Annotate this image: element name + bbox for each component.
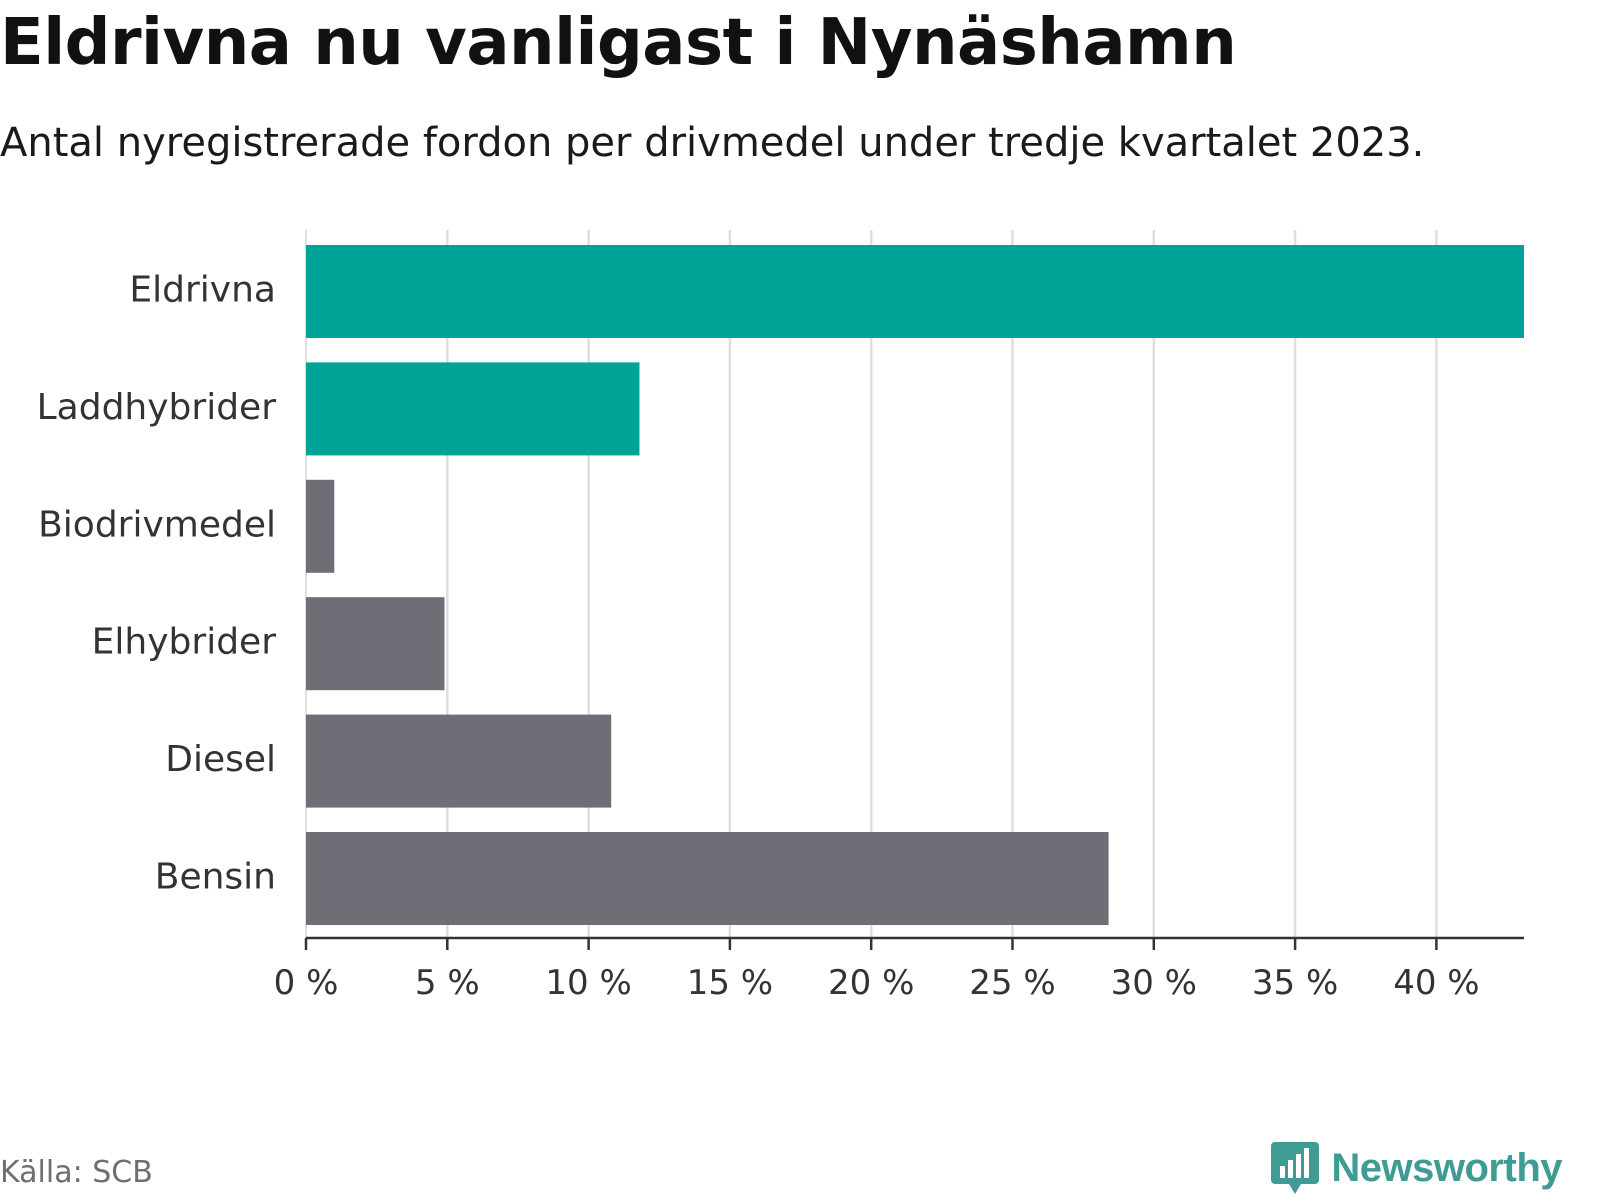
x-axis: 0 % 5 % 10 % 15 % 20 % 25 % 30 % 35 % 40 % — [274, 936, 1524, 1003]
brand-name: Newsworthy — [1331, 1145, 1562, 1190]
bar-chart: Eldrivna Laddhybrider Biodrivmedel Elhybrid… — [37, 230, 1524, 1003]
bars — [306, 245, 1524, 925]
brand: Newsworthy — [1271, 1140, 1562, 1196]
x-tick-label-0: 0 % — [274, 963, 339, 1003]
chart-subtitle: Antal nyregistrerade fordon per drivmede… — [0, 120, 1425, 166]
category-label-elhybrider: Elhybrider — [92, 622, 277, 663]
bar-elhybrider — [306, 597, 445, 691]
bar-eldrivna — [306, 245, 1524, 338]
x-tick-label-5: 25 % — [969, 963, 1055, 1003]
x-tick-label-7: 35 % — [1252, 963, 1338, 1003]
x-tick-label-1: 5 % — [415, 963, 480, 1003]
x-tick-label-6: 30 % — [1111, 963, 1197, 1003]
bar-biodrivmedel — [306, 479, 335, 573]
x-tick-label-4: 20 % — [828, 963, 914, 1003]
source-note: Källa: SCB — [0, 1155, 153, 1190]
category-label-laddhybrider: Laddhybrider — [37, 387, 277, 428]
category-label-bensin: Bensin — [155, 857, 276, 898]
bar-laddhybrider — [306, 362, 640, 456]
x-tick-label-8: 40 % — [1393, 963, 1479, 1003]
bar-bensin — [306, 832, 1109, 925]
x-tick-label-3: 15 % — [687, 963, 773, 1003]
x-tick-label-2: 10 % — [545, 963, 631, 1003]
bar-diesel — [306, 714, 612, 808]
newsworthy-logo-icon — [1271, 1142, 1320, 1194]
category-label-eldrivna: Eldrivna — [129, 270, 276, 311]
category-label-biodrivmedel: Biodrivmedel — [38, 504, 276, 545]
chart-title: Eldrivna nu vanligast i Nynäshamn — [0, 6, 1237, 80]
category-labels: Eldrivna Laddhybrider Biodrivmedel Elhybrid… — [37, 270, 277, 898]
grid-lines — [305, 230, 1438, 938]
category-label-diesel: Diesel — [165, 739, 276, 780]
